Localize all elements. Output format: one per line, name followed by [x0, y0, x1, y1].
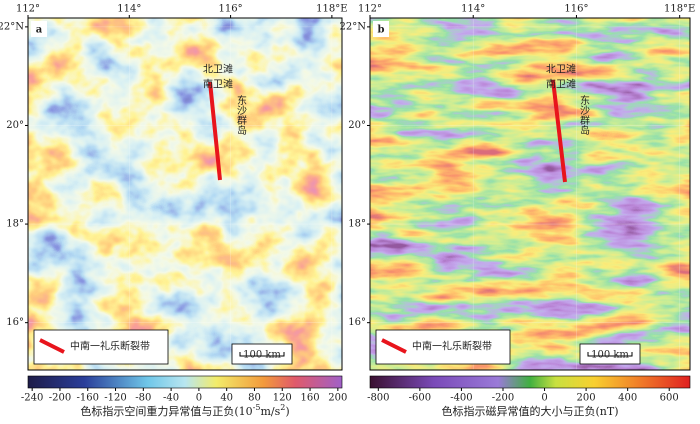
panel-label: b: [378, 25, 385, 36]
caption: 色标指示空间重力异常值与正负(10-5m/s2): [80, 403, 289, 419]
panel-label-box: [373, 21, 389, 37]
colorbar-tick-label: 0: [196, 393, 202, 404]
lat-tick-label: 20°: [6, 120, 24, 131]
caption-part: 色标指示磁异常值的大小与正负(nT): [441, 404, 618, 418]
fault-line: [551, 79, 567, 183]
place-label: 东沙群岛: [235, 94, 247, 136]
legend-swatch: [381, 338, 407, 354]
colorbar-tick-label: 200: [328, 393, 347, 404]
fault-line: [208, 81, 222, 181]
colorbar-tick-label: -200: [49, 393, 71, 404]
caption-part: 2: [280, 403, 285, 412]
colorbar-tick-label: 80: [248, 393, 261, 404]
scale-box: [579, 343, 641, 365]
lat-tick-label: 16°: [6, 317, 24, 328]
lon-tick-label: 116°: [564, 4, 588, 15]
legend-label: 中南一礼乐断裂带: [70, 340, 150, 353]
colorbar-tick-label: 200: [577, 393, 596, 404]
place-label: 南卫滩: [546, 78, 576, 91]
place-label: 南卫滩: [203, 78, 233, 91]
caption: 色标指示磁异常值的大小与正负(nT): [441, 404, 618, 418]
caption-part: 色标指示空间重力异常值与正负(10: [80, 404, 252, 418]
panel-label-box: [31, 21, 47, 37]
place-label: 东沙群岛: [578, 94, 590, 136]
legend-swatch: [39, 338, 65, 354]
lon-tick-label: 118°E: [316, 4, 347, 15]
caption-part: m/s: [260, 405, 280, 418]
map-frame: [27, 17, 343, 371]
panel-label: a: [36, 25, 43, 36]
colorbar-tick-label: -400: [450, 393, 472, 404]
lon-tick-label: 112°: [358, 4, 382, 15]
colorbar-tick-label: -600: [409, 393, 431, 404]
colorbar-tick-label: -40: [163, 393, 179, 404]
colorbar-tick-label: 160: [300, 393, 319, 404]
map-panel: 112° 114° 116° 118°E 22°N 20° 18° 16° b 北卫滩南卫滩东沙群…: [340, 4, 696, 419]
lon-tick-label: 114°: [117, 4, 141, 15]
scale-bar: [587, 352, 633, 357]
map-frame: [369, 17, 691, 371]
lat-tick-label: 18°: [6, 219, 24, 230]
colorbar-tick-label: 0: [541, 393, 547, 404]
scale-box: [231, 343, 293, 365]
anomaly-map: [28, 18, 342, 370]
lat-tick-label: 18°: [348, 219, 366, 230]
colorbar-tick-label: -200: [492, 393, 514, 404]
place-label: 北卫滩: [203, 63, 233, 76]
lon-tick-label: 116°: [219, 4, 243, 15]
scale-label: 100 km: [243, 350, 281, 361]
scale-bar: [239, 352, 285, 357]
colorbar: [369, 375, 691, 389]
place-label: 北卫滩: [546, 63, 576, 76]
anomaly-map: [370, 18, 690, 370]
caption-part: -5: [253, 403, 261, 412]
lon-tick-label: 112°: [16, 4, 40, 15]
map-panel: 112° 114° 116° 118°E 22°N 20° 18° 16° a 北卫滩南卫滩东沙群…: [0, 4, 348, 419]
colorbar-tick-label: 400: [618, 393, 637, 404]
lon-tick-label: 118°E: [664, 4, 695, 15]
lat-tick-label: 22°N: [0, 21, 24, 32]
legend-label: 中南一礼乐断裂带: [412, 340, 492, 353]
colorbar-tick-label: -240: [21, 393, 43, 404]
colorbar-tick-label: 600: [660, 393, 679, 404]
lat-tick-label: 20°: [348, 120, 366, 131]
colorbar-tick-label: -120: [104, 393, 126, 404]
scale-label: 100 km: [591, 350, 629, 361]
colorbar-tick-label: 40: [220, 393, 233, 404]
colorbar-tick-label: 120: [273, 393, 292, 404]
lat-tick-label: 16°: [348, 317, 366, 328]
colorbar-tick-label: -800: [367, 393, 389, 404]
caption-part: ): [285, 405, 289, 418]
colorbar: [27, 375, 343, 389]
colorbar-tick-label: -80: [135, 393, 151, 404]
colorbar-tick-label: -160: [77, 393, 99, 404]
lat-tick-label: 22°N: [340, 21, 367, 32]
lon-tick-label: 114°: [461, 4, 485, 15]
